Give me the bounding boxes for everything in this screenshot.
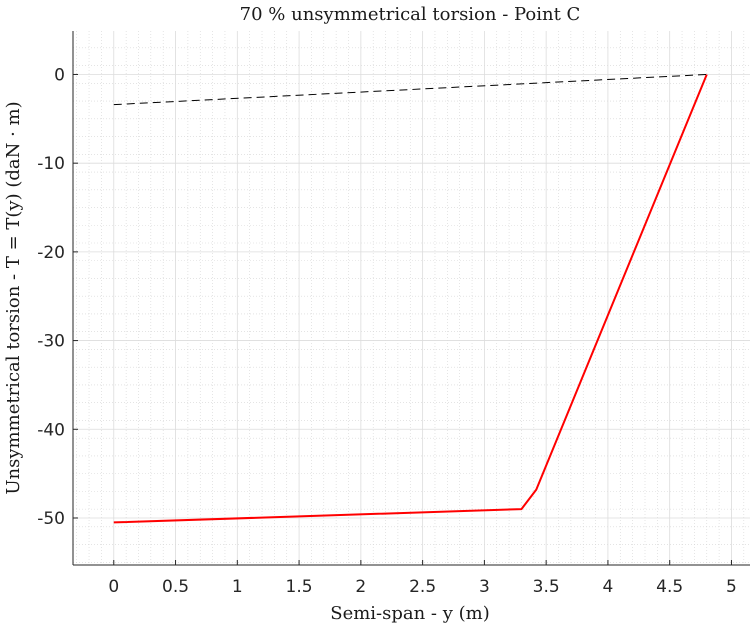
x-tick-label: 5: [726, 577, 737, 597]
y-tick-label: 0: [54, 65, 65, 85]
torsion-series-line: [113, 74, 708, 524]
x-tick-label: 1: [232, 577, 243, 597]
y-axis-label: Unsymmetrical torsion - T = T(y) (daN · …: [3, 101, 24, 494]
axes: [72, 31, 750, 566]
x-tick-label: 4: [603, 577, 614, 597]
y-tick-label: -30: [37, 332, 65, 352]
x-tick-label: 2: [355, 577, 366, 597]
y-tick-label: -20: [37, 243, 65, 263]
chart-title: 70 % unsymmetrical torsion - Point C: [240, 4, 581, 25]
y-tick-label: -50: [37, 509, 65, 529]
y-tick-label: -40: [37, 420, 65, 440]
dashed-series-line: [113, 73, 707, 106]
x-axis-label: Semi-span - y (m): [330, 603, 490, 624]
x-tick-label: 2.5: [409, 577, 436, 597]
x-tick-label: 3.5: [533, 577, 560, 597]
minor-grid: [73, 31, 750, 565]
x-tick-label: 0: [108, 577, 119, 597]
major-grid: [73, 31, 750, 565]
x-tick-label: 4.5: [656, 577, 683, 597]
x-tick-label: 0.5: [162, 577, 189, 597]
y-tick-label: -10: [37, 154, 65, 174]
x-tick-label: 1.5: [286, 577, 313, 597]
tick-labels: 0 0.5 1 1.5 2 2.5 3 3.5 4 4.5 5 0 -10 -20 -30 -40 -50: [37, 65, 737, 597]
series-layer: [113, 73, 708, 524]
x-tick-label: 3: [479, 577, 490, 597]
